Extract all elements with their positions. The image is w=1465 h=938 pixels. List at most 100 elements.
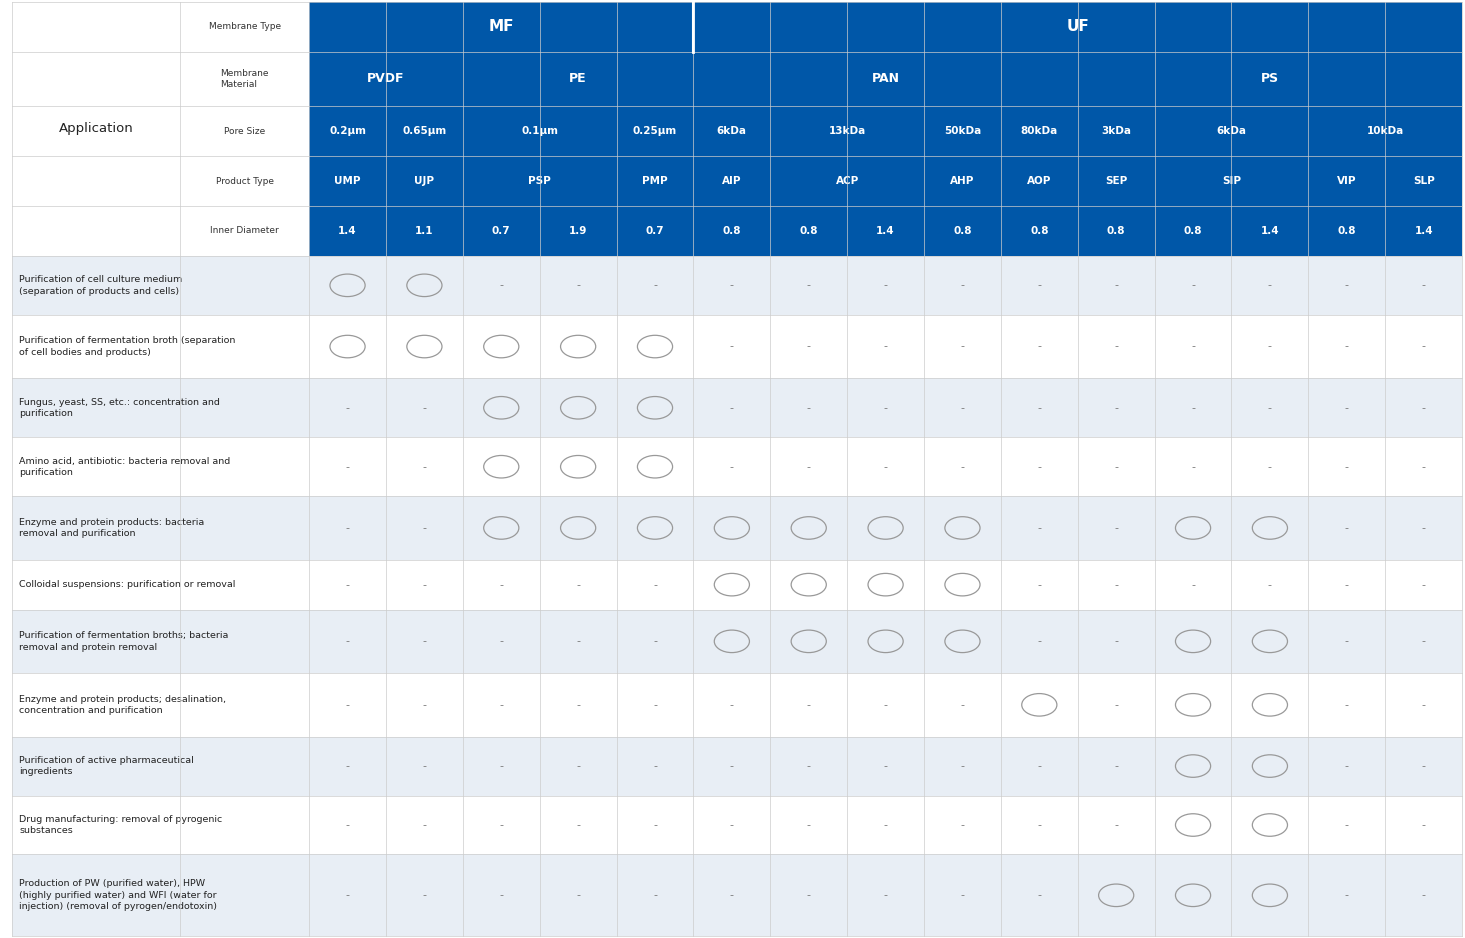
Text: 10kDa: 10kDa [1367, 126, 1403, 136]
Bar [12, 855, 1462, 936]
Bar [12, 496, 1462, 560]
Text: -: - [730, 700, 734, 710]
Text: AHP: AHP [951, 176, 974, 186]
Text: Membrane
Material: Membrane Material [220, 68, 270, 89]
Text: 0.7: 0.7 [492, 226, 511, 235]
Bar [924, 156, 1001, 206]
Bar [463, 206, 539, 256]
Text: -: - [1115, 820, 1118, 830]
Text: -: - [807, 700, 810, 710]
Bar [180, 52, 309, 106]
Text: -: - [883, 700, 888, 710]
Bar [771, 106, 924, 156]
Bar [1078, 156, 1154, 206]
Text: -: - [1421, 341, 1425, 352]
Bar [385, 106, 463, 156]
Text: -: - [961, 700, 964, 710]
Text: -: - [653, 761, 656, 771]
Text: -: - [1267, 580, 1272, 590]
Bar [617, 156, 693, 206]
Bar [1154, 106, 1308, 156]
Text: -: - [422, 580, 426, 590]
Text: -: - [730, 402, 734, 413]
Text: SLP: SLP [1412, 176, 1434, 186]
Text: Inner Diameter: Inner Diameter [211, 226, 278, 235]
Text: 6kDa: 6kDa [1216, 126, 1247, 136]
Text: 0.1μm: 0.1μm [522, 126, 558, 136]
Text: SEP: SEP [1105, 176, 1127, 186]
Text: PE: PE [570, 72, 587, 85]
Bar [309, 106, 385, 156]
Bar [12, 378, 1462, 437]
Text: -: - [1191, 461, 1195, 472]
Text: -: - [500, 700, 504, 710]
Text: VIP: VIP [1338, 176, 1357, 186]
Bar [12, 610, 1462, 673]
Bar [693, 106, 771, 156]
Text: -: - [1345, 461, 1349, 472]
Text: -: - [1115, 636, 1118, 646]
Text: -: - [1421, 523, 1425, 533]
Text: -: - [883, 890, 888, 900]
Text: -: - [807, 341, 810, 352]
Text: Purification of fermentation broths; bacteria
removal and protein removal: Purification of fermentation broths; bac… [19, 631, 229, 652]
Text: -: - [346, 761, 350, 771]
Text: -: - [1345, 700, 1349, 710]
Text: -: - [576, 820, 580, 830]
Text: -: - [653, 820, 656, 830]
Text: -: - [807, 280, 810, 291]
Text: 1.1: 1.1 [415, 226, 434, 235]
Text: 80kDa: 80kDa [1021, 126, 1058, 136]
Text: -: - [500, 280, 504, 291]
Text: -: - [1345, 402, 1349, 413]
Bar [309, 52, 463, 106]
Text: -: - [1345, 761, 1349, 771]
Text: 0.8: 0.8 [1030, 226, 1049, 235]
Bar [385, 206, 463, 256]
Text: Purification of cell culture medium
(separation of products and cells): Purification of cell culture medium (sep… [19, 275, 182, 295]
Bar [771, 206, 847, 256]
Bar [1232, 206, 1308, 256]
Text: Production of PW (purified water), HPW
(highly purified water) and WFI (water fo: Production of PW (purified water), HPW (… [19, 879, 217, 911]
Text: -: - [1267, 341, 1272, 352]
Bar [693, 156, 771, 206]
Text: -: - [1115, 341, 1118, 352]
Bar [12, 2, 180, 256]
Bar [12, 315, 1462, 378]
Text: -: - [500, 580, 504, 590]
Text: -: - [500, 636, 504, 646]
Bar [309, 206, 385, 256]
Text: -: - [653, 580, 656, 590]
Text: -: - [1421, 761, 1425, 771]
Text: 0.8: 0.8 [800, 226, 817, 235]
Text: 6kDa: 6kDa [716, 126, 747, 136]
Text: -: - [422, 761, 426, 771]
Text: AOP: AOP [1027, 176, 1052, 186]
Text: -: - [346, 461, 350, 472]
Text: -: - [576, 890, 580, 900]
Text: -: - [576, 761, 580, 771]
Text: 1.9: 1.9 [568, 226, 587, 235]
Text: 0.25μm: 0.25μm [633, 126, 677, 136]
Text: -: - [1191, 580, 1195, 590]
Text: Drug manufacturing: removal of pyrogenic
substances: Drug manufacturing: removal of pyrogenic… [19, 815, 223, 835]
Text: Purification of fermentation broth (separation
of cell bodies and products): Purification of fermentation broth (sepa… [19, 337, 236, 356]
Text: -: - [346, 523, 350, 533]
Bar [693, 206, 771, 256]
Text: -: - [730, 280, 734, 291]
Bar [617, 206, 693, 256]
Text: -: - [653, 890, 656, 900]
Text: Enzyme and protein products: bacteria
removal and purification: Enzyme and protein products: bacteria re… [19, 518, 204, 538]
Text: -: - [653, 700, 656, 710]
Bar [1078, 106, 1154, 156]
Bar [1078, 206, 1154, 256]
Bar [463, 52, 693, 106]
Bar [1154, 206, 1232, 256]
Bar [1078, 52, 1462, 106]
Text: UF: UF [1067, 20, 1088, 35]
Text: -: - [961, 890, 964, 900]
Bar [1386, 206, 1462, 256]
Text: -: - [1421, 890, 1425, 900]
Text: UMP: UMP [334, 176, 360, 186]
Text: -: - [1345, 580, 1349, 590]
